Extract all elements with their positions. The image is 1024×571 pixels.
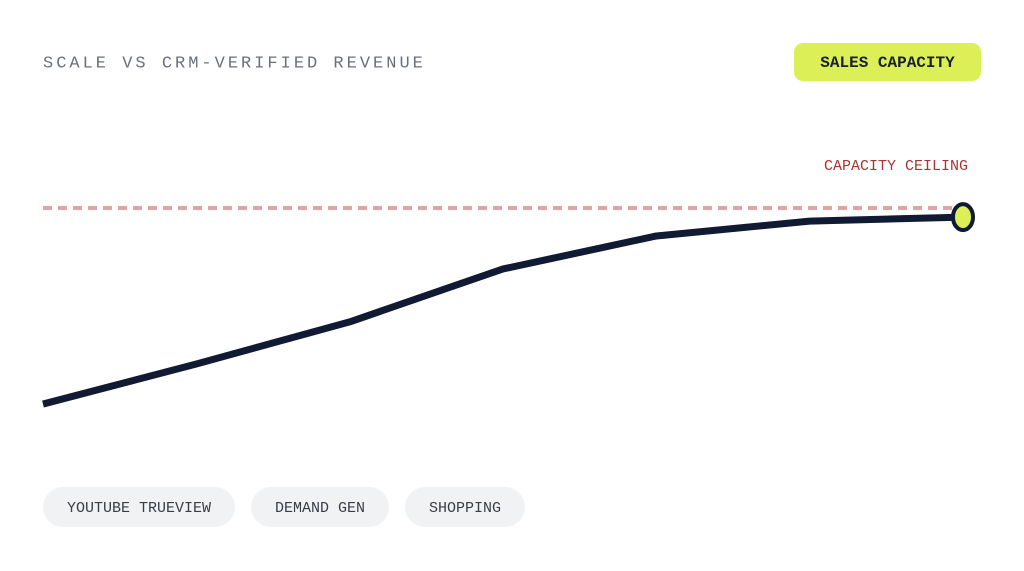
end-marker: [951, 202, 975, 233]
tag-bg: [405, 487, 525, 527]
tag: YOUTUBE TRUEVIEW: [67, 500, 211, 517]
tag-bg: [251, 487, 389, 527]
chart-title: SCALE VS CRM-VERIFIED REVENUE: [43, 54, 426, 73]
tag: SHOPPING: [429, 500, 501, 517]
ceiling-label: CAPACITY CEILING: [824, 158, 968, 175]
line: [42, 213, 964, 408]
tag: DEMAND GEN: [275, 500, 365, 517]
badge-bg: [794, 43, 981, 81]
badge: SALES CAPACITY: [820, 54, 955, 72]
tag-bg: [43, 487, 235, 527]
